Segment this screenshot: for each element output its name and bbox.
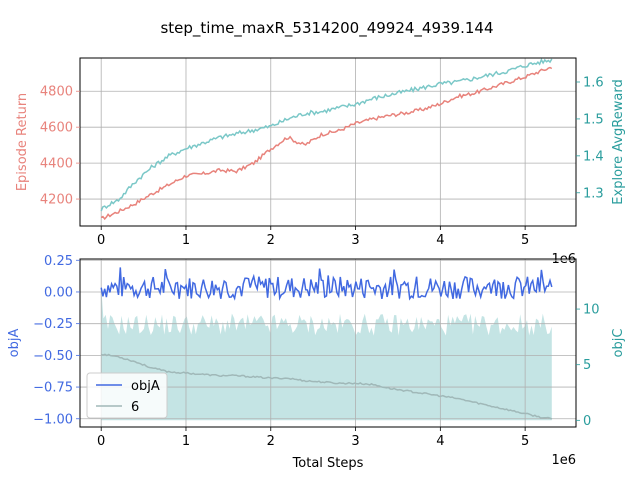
bottom-right-ticks: 0 5 10 bbox=[576, 303, 600, 429]
x-tick-label: 1 bbox=[182, 434, 190, 449]
left-tick-label: 4600 bbox=[40, 121, 73, 136]
x-tick-label: 3 bbox=[351, 233, 359, 248]
top-right-ticks: 1.3 1.4 1.5 1.6 bbox=[576, 76, 604, 201]
bottom-x-axis-label: Total Steps bbox=[292, 456, 364, 471]
x-tick-label: 1 bbox=[182, 233, 190, 248]
series-line-episode-return bbox=[100, 66, 553, 221]
bottom-chart: 0 1 2 3 4 5 0.25 0.00 −0.25 −0.50 −0.75 −1.00 0 5 10… bbox=[7, 254, 626, 471]
x-tick-label: 5 bbox=[521, 233, 529, 248]
top-series-group bbox=[100, 58, 553, 221]
bottom-left-axis-label: objA bbox=[7, 329, 22, 358]
figure-title: step_time_maxR_5314200_49924_4939.144 bbox=[160, 19, 493, 38]
right-tick-label: 1.3 bbox=[583, 186, 604, 201]
bottom-left-ticks: 0.25 0.00 −0.25 −0.50 −0.75 −1.00 bbox=[33, 254, 80, 427]
left-tick-label: 4400 bbox=[40, 157, 73, 172]
top-right-axis-label: Explore AvgReward bbox=[611, 79, 626, 204]
x-tick-label: 0 bbox=[97, 233, 105, 248]
x-tick-label: 4 bbox=[436, 233, 444, 248]
left-tick-label: −1.00 bbox=[33, 412, 73, 427]
bottom-left-series-group bbox=[100, 267, 553, 420]
x-tick-label: 4 bbox=[436, 434, 444, 449]
left-tick-label: 4800 bbox=[40, 85, 73, 100]
left-tick-label: 4200 bbox=[40, 193, 73, 208]
x-tick-label: 3 bbox=[351, 434, 359, 449]
bottom-axes-frame bbox=[79, 258, 577, 428]
left-tick-label: 0.25 bbox=[44, 254, 73, 269]
bottom-x-ticks: 0 1 2 3 4 5 bbox=[97, 427, 529, 449]
bottom-x-offset-label: 1e6 bbox=[551, 453, 576, 468]
top-x-ticks: 0 1 2 3 4 5 bbox=[97, 226, 529, 248]
bottom-legend: objA 6 bbox=[86, 372, 168, 419]
x-tick-label: 2 bbox=[267, 434, 275, 449]
series-line-objA bbox=[100, 267, 553, 301]
left-tick-label: −0.50 bbox=[33, 349, 73, 364]
legend-label-objA: objA bbox=[131, 379, 160, 394]
right-tick-label: 1.5 bbox=[583, 112, 604, 127]
left-tick-label: −0.25 bbox=[33, 317, 73, 332]
top-gridlines bbox=[80, 58, 576, 226]
top-left-axis-label: Episode Return bbox=[15, 93, 30, 191]
x-tick-label: 5 bbox=[521, 434, 529, 449]
top-left-ticks: 4200 4400 4600 4800 bbox=[40, 85, 80, 208]
right-tick-label: 0 bbox=[583, 414, 591, 429]
x-tick-label: 0 bbox=[97, 434, 105, 449]
left-tick-label: −0.75 bbox=[33, 381, 73, 396]
series-line-explore-avgreward bbox=[100, 58, 553, 212]
right-tick-label: 10 bbox=[583, 303, 600, 318]
right-tick-label: 1.4 bbox=[583, 149, 604, 164]
bottom-right-axis-label: objC bbox=[611, 329, 626, 358]
right-tick-label: 5 bbox=[583, 358, 591, 373]
series-line-6 bbox=[100, 353, 553, 420]
left-tick-label: 0.00 bbox=[44, 285, 73, 300]
x-tick-label: 2 bbox=[267, 233, 275, 248]
legend-label-6: 6 bbox=[131, 400, 139, 415]
top-axes-frame bbox=[79, 57, 577, 227]
bottom-gridlines bbox=[80, 259, 576, 427]
right-tick-label: 1.6 bbox=[583, 76, 604, 91]
